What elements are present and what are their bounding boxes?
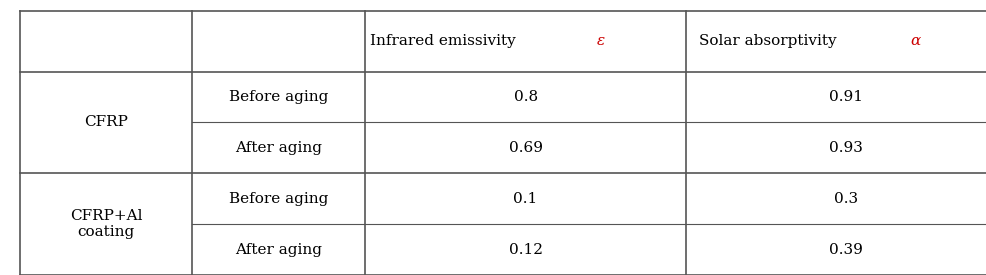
Text: 0.8: 0.8 bbox=[513, 90, 537, 104]
Text: 0.91: 0.91 bbox=[828, 90, 863, 104]
Text: 0.1: 0.1 bbox=[513, 192, 537, 206]
Text: Before aging: Before aging bbox=[229, 90, 328, 104]
Text: 0.93: 0.93 bbox=[828, 141, 863, 155]
Text: 0.12: 0.12 bbox=[508, 243, 542, 257]
Text: CFRP+Al
coating: CFRP+Al coating bbox=[70, 209, 142, 239]
Text: Infrared emissivity: Infrared emissivity bbox=[370, 34, 521, 48]
Text: 0.39: 0.39 bbox=[828, 243, 863, 257]
Text: Before aging: Before aging bbox=[229, 192, 328, 206]
Text: 0.69: 0.69 bbox=[508, 141, 542, 155]
Text: 0.3: 0.3 bbox=[833, 192, 858, 206]
Text: ε: ε bbox=[596, 34, 603, 48]
Text: α: α bbox=[909, 34, 919, 48]
Text: After aging: After aging bbox=[235, 243, 322, 257]
Text: CFRP: CFRP bbox=[84, 116, 128, 129]
Text: After aging: After aging bbox=[235, 141, 322, 155]
Text: Solar absorptivity: Solar absorptivity bbox=[698, 34, 840, 48]
